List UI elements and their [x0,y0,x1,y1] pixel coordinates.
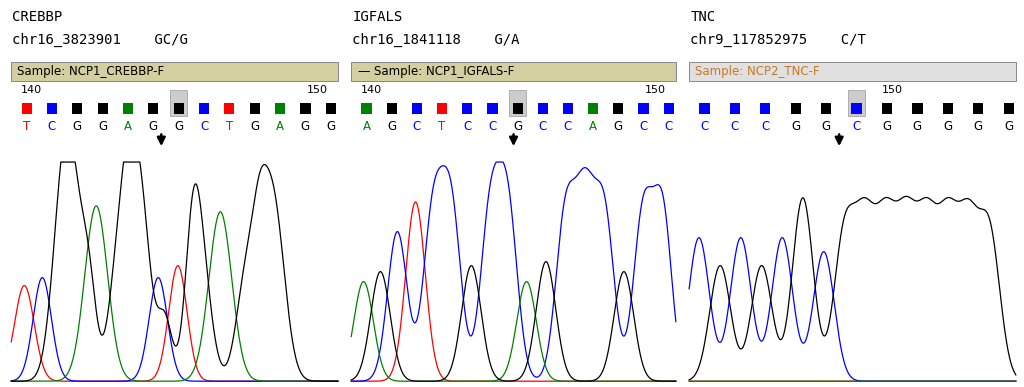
Bar [689,62,1016,81]
Text: A: A [124,120,132,133]
Text: —: — [357,65,370,78]
Bar [487,103,498,114]
Bar [274,103,285,114]
Bar [848,90,864,116]
Text: C: C [413,120,421,133]
Bar [173,103,184,114]
Text: G: G [912,120,922,133]
Bar [437,103,447,114]
Bar [510,90,526,116]
Text: G: G [1005,120,1013,133]
Text: C: C [564,120,572,133]
Bar [730,103,740,114]
Bar [613,103,624,114]
Text: CREBBP: CREBBP [12,10,62,24]
Bar [300,103,310,114]
Text: C: C [731,120,739,133]
Text: G: G [613,120,623,133]
Text: Sample: NCP1_CREBBP-F: Sample: NCP1_CREBBP-F [17,65,165,78]
Bar [638,103,648,114]
Text: T: T [438,120,445,133]
Text: A: A [362,120,371,133]
Text: C: C [639,120,647,133]
Bar [250,103,260,114]
Text: Sample: NCP1_IGFALS-F: Sample: NCP1_IGFALS-F [374,65,514,78]
Bar [148,103,159,114]
Text: chr9_117852975    C/T: chr9_117852975 C/T [690,33,866,47]
Bar [821,103,831,114]
Text: chr16_3823901    GC/G: chr16_3823901 GC/G [12,33,188,47]
Text: IGFALS: IGFALS [352,10,402,24]
Text: C: C [852,120,861,133]
Bar [361,103,372,114]
Text: 150: 150 [882,85,903,95]
Bar [11,62,338,81]
Bar [170,90,186,116]
Text: G: G [327,120,335,133]
Bar [72,103,82,114]
Text: G: G [148,120,158,133]
Text: G: G [301,120,310,133]
Text: C: C [488,120,497,133]
Text: G: G [792,120,801,133]
Text: G: G [387,120,396,133]
Bar [47,103,57,114]
Text: C: C [48,120,56,133]
Text: C: C [539,120,547,133]
Text: 150: 150 [307,85,329,95]
Bar [973,103,983,114]
Bar [513,103,523,114]
Bar [943,103,953,114]
Bar [563,103,573,114]
Text: G: G [943,120,952,133]
Bar [123,103,133,114]
Text: A: A [276,120,284,133]
Bar [22,103,32,114]
Text: G: G [250,120,259,133]
Text: G: G [73,120,82,133]
Bar [97,103,108,114]
Text: Sample: NCP2_TNC-F: Sample: NCP2_TNC-F [695,65,820,78]
Bar [791,103,801,114]
Bar [462,103,472,114]
Bar [1004,103,1014,114]
Bar [664,103,674,114]
Bar [912,103,923,114]
Bar [699,103,710,114]
Text: TNC: TNC [690,10,716,24]
Text: 140: 140 [360,85,382,95]
Text: C: C [700,120,709,133]
Text: C: C [761,120,769,133]
Text: A: A [589,120,597,133]
Text: G: G [883,120,892,133]
Text: G: G [821,120,830,133]
Text: G: G [174,120,183,133]
Bar [588,103,598,114]
Text: T: T [225,120,233,133]
Bar [882,103,892,114]
Text: C: C [665,120,673,133]
Bar [351,62,676,81]
Text: 140: 140 [20,85,42,95]
Text: C: C [200,120,208,133]
Bar [326,103,336,114]
Bar [760,103,770,114]
Bar [538,103,548,114]
Bar [852,103,862,114]
Text: chr16_1841118    G/A: chr16_1841118 G/A [352,33,520,47]
Text: G: G [98,120,108,133]
Bar [199,103,209,114]
Text: G: G [974,120,983,133]
Text: C: C [463,120,471,133]
Text: 150: 150 [645,85,667,95]
Bar [412,103,422,114]
Text: G: G [513,120,522,133]
Bar [387,103,397,114]
Bar [224,103,234,114]
Text: T: T [23,120,31,133]
